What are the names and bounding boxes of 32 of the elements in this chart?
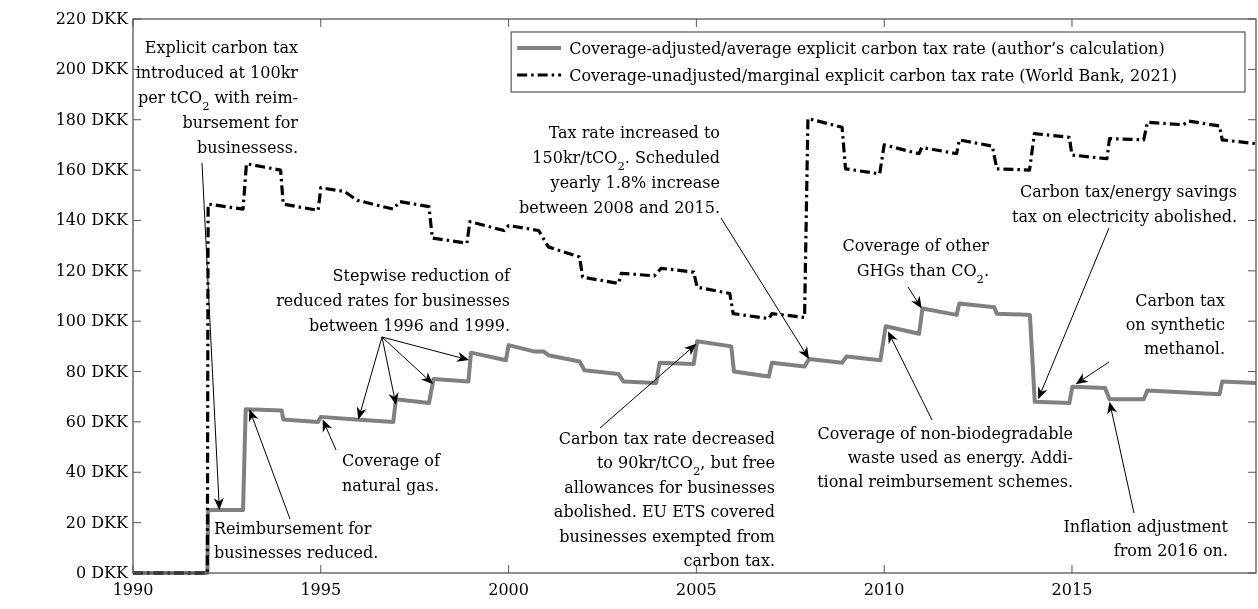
y-tick-label: 200 DKK [55, 59, 130, 79]
y-tick-label: 0 DKK [76, 563, 130, 582]
legend-label: Coverage-unadjusted/marginal explicit carbon tax rate (World Bank, 2021) [569, 66, 1177, 85]
y-tick-label: 20 DKK [65, 512, 130, 532]
y-tick-label: 180 DKK [55, 109, 130, 129]
y-tick-label: 140 DKK [55, 210, 130, 230]
y-tick-label: 100 DKK [55, 311, 130, 331]
annotation: Reimbursement for businesses reduced. [214, 519, 379, 562]
annotation: Coverage of other GHGs than CO$_{2}$. [842, 236, 990, 286]
annotation: Coverage of non-biodegradable waste used as energy. Addi- tional reimbursement schemes. [817, 424, 1073, 491]
y-tick-label: 220 DKK [55, 9, 130, 28]
annotation: Stepwise reduction of reduced rates for businesses between 1996 and 1999. [276, 266, 512, 335]
x-tick-label: 2005 [676, 580, 717, 599]
annotation: Carbon tax/energy savings tax on electricity abolished. [1012, 182, 1237, 226]
y-tick-label: 60 DKK [65, 411, 130, 431]
x-tick-label: 2015 [1051, 580, 1093, 599]
annotation: Coverage of natural gas. [342, 451, 441, 495]
annotation: Explicit carbon tax introduced at 100kr per tCO$_{2}$ with reim- bursement for businessess. [135, 38, 299, 157]
y-tick-label: 80 DKK [65, 361, 130, 381]
legend-label: Coverage-adjusted/average explicit carbon tax rate (author’s calculation) [569, 39, 1165, 58]
annotation: Carbon tax rate decreased to 90kr/tCO$_{2}$, but free allowances for businesses abolished. EU ETS covered businesses exempted from carbon tax. [553, 429, 775, 570]
annotation: Inflation adjustment from 2016 on. [1063, 517, 1229, 560]
y-tick-label: 160 DKK [55, 160, 130, 180]
y-tick-label: 40 DKK [65, 462, 130, 482]
line-series [131, 116, 1258, 575]
x-tick-label: 1995 [300, 580, 342, 599]
annotation: Tax rate increased to 150kr/tCO$_{2}$. Scheduled yearly 1.8% increase between 2008 and 2015. [519, 123, 720, 217]
annotation: Carbon tax on synthetic methanol. [1125, 291, 1226, 358]
x-tick-label: 2000 [488, 580, 529, 599]
y-tick-label: 120 DKK [55, 260, 130, 280]
x-tick-label: 2010 [863, 580, 905, 599]
x-tick-label: 1990 [112, 580, 154, 599]
